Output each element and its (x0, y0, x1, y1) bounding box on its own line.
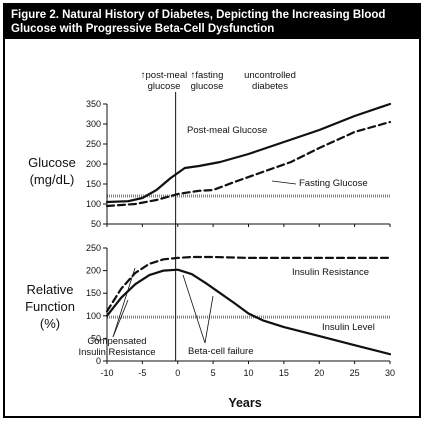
annotation-beta-cell-failure: Beta-cell failure (188, 346, 253, 357)
panel-0-y-tick-label: 200 (86, 159, 101, 169)
top-ylabel-line-2: (mg/dL) (30, 172, 75, 187)
bottom-ylabel-line-1: Relative (27, 282, 74, 297)
annotation-fasting-glucose-pointer (271, 180, 297, 185)
panel-1-y-tick-label: 0 (96, 356, 101, 366)
stage-label-post-meal-1: ↑post-meal (141, 70, 187, 81)
x-tick-label: 0 (175, 368, 180, 378)
panel-0-y-tick-label: 350 (86, 99, 101, 109)
figure-title-line-1: Figure 2. Natural History of Diabetes, D… (11, 9, 386, 21)
top-ylabel-line-1: Glucose (28, 155, 76, 170)
annotation-insulin-level: Insulin Level (322, 322, 375, 333)
stage-label-uncontrolled-2: diabetes (252, 81, 288, 92)
annotation-insulin-resistance: Insulin Resistance (292, 267, 369, 278)
annotation-beta-cell-pointer-1 (182, 274, 206, 344)
annotation-compensated-2: Insulin Resistance (78, 347, 155, 358)
x-tick-label: -10 (100, 368, 113, 378)
annotation-compensated-pointer-1 (112, 267, 136, 338)
figure-frame: Figure 2. Natural History of Diabetes, D… (3, 3, 421, 418)
panel-0-y-tick-label: 300 (86, 119, 101, 129)
x-tick-label: 15 (279, 368, 289, 378)
panel-1-y-tick-label: 250 (86, 243, 101, 253)
annotation-compensated-1: Compensated (87, 336, 146, 347)
axes-group (103, 92, 391, 364)
x-tick-label: -5 (138, 368, 146, 378)
stage-label-fasting-2: glucose (191, 81, 224, 92)
panel-0-y-tick-label: 100 (86, 199, 101, 209)
bottom-ylabel-line-2: Function (25, 299, 75, 314)
annotation-post-meal-glucose: Post-meal Glucose (187, 125, 267, 136)
series-insulin-resistance-line (105, 255, 392, 313)
stage-label-uncontrolled-1: uncontrolled (244, 70, 296, 81)
series-beta-cell-function-line (105, 268, 392, 356)
figure-title: Figure 2. Natural History of Diabetes, D… (5, 5, 419, 39)
x-axis-title: Years (228, 396, 261, 410)
x-tick-label: 10 (243, 368, 253, 378)
figure-title-line-2: Glucose with Progressive Beta-Cell Dysfu… (11, 23, 275, 35)
panel-1-y-tick-label: 200 (86, 266, 101, 276)
x-tick-label: 25 (350, 368, 360, 378)
panel-1-y-tick-label: 50 (91, 333, 101, 343)
x-tick-label: 20 (314, 368, 324, 378)
panel-0-y-tick-label: 250 (86, 139, 101, 149)
series-fasting-glucose-line (105, 120, 392, 208)
panel-1-y-tick-label: 150 (86, 288, 101, 298)
panel-1-y-tick-label: 100 (86, 311, 101, 321)
series-group (105, 102, 392, 356)
stage-label-post-meal-2: glucose (148, 81, 181, 92)
x-tick-label: 30 (385, 368, 395, 378)
x-tick-label: 5 (211, 368, 216, 378)
panel-0-y-tick-label: 50 (91, 219, 101, 229)
panel-0-y-tick-label: 150 (86, 179, 101, 189)
stage-label-fasting-1: ↑fasting (191, 70, 224, 81)
annotation-fasting-glucose: Fasting Glucose (299, 178, 368, 189)
bottom-ylabel-line-3: (%) (40, 316, 60, 331)
annotation-compensated-pointer-2 (112, 299, 129, 338)
annotation-beta-cell-pointer-2 (204, 295, 214, 344)
series-post-meal-glucose-line (105, 102, 392, 204)
